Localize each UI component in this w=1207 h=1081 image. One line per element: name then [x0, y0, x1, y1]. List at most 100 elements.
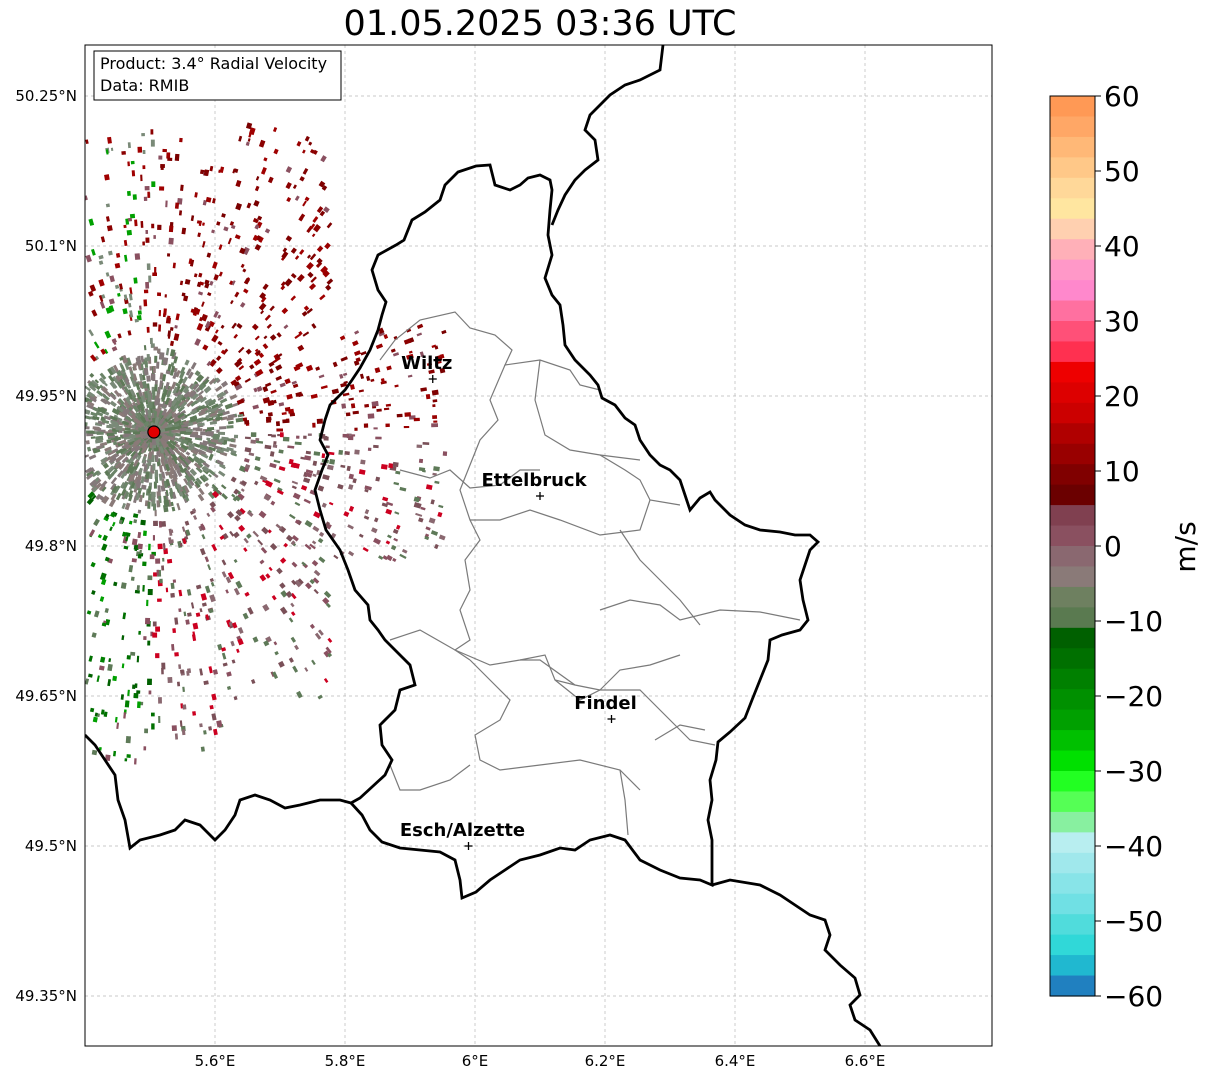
echo-pixel	[205, 614, 210, 621]
echo-pixel	[413, 502, 422, 509]
echo-pixel	[156, 397, 161, 406]
echo-pixel	[127, 474, 134, 482]
belgium-france-border	[85, 734, 352, 851]
echo-pixel	[220, 324, 225, 329]
echo-pixel	[428, 369, 435, 375]
echo-pixel	[260, 547, 268, 554]
echo-pixel	[234, 495, 241, 502]
echo-pixel	[86, 473, 94, 481]
echo-pixel	[195, 584, 202, 590]
info-data-source: Data: RMIB	[100, 76, 189, 95]
echo-pixel	[252, 404, 259, 410]
echo-pixel	[311, 233, 316, 238]
echo-pixel	[124, 377, 130, 386]
echo-pixel	[284, 278, 293, 287]
echo-pixel	[223, 226, 229, 232]
echo-pixel	[312, 525, 320, 533]
echo-pixel	[244, 277, 251, 285]
echo-pixel	[259, 559, 265, 565]
echo-pixel	[260, 310, 265, 315]
echo-pixel	[105, 149, 109, 155]
echo-pixel	[311, 323, 317, 329]
echo-pixel	[116, 381, 123, 389]
echo-pixel	[236, 322, 243, 329]
echo-pixel	[425, 526, 431, 531]
echo-pixel	[216, 448, 225, 454]
echo-pixel	[168, 237, 174, 245]
echo-pixel	[263, 494, 271, 502]
echo-pixel	[222, 410, 230, 416]
echo-pixel	[140, 174, 143, 182]
echo-pixel	[90, 379, 99, 388]
echo-pixel	[149, 554, 155, 560]
echo-pixel	[174, 652, 179, 657]
echo-pixel	[150, 129, 154, 135]
echo-pixel	[139, 415, 147, 424]
echo-pixel	[346, 465, 351, 472]
echo-pixel	[375, 476, 381, 482]
echo-pixel	[182, 420, 191, 426]
echo-pixel	[142, 561, 147, 567]
echo-pixel	[165, 471, 170, 476]
echo-pixel	[209, 577, 214, 583]
echo-pixel	[437, 511, 443, 518]
lon-tick-label: 6.2°E	[585, 1052, 626, 1070]
echo-pixel	[208, 378, 216, 385]
echo-pixel	[339, 335, 346, 341]
echo-pixel	[316, 245, 324, 253]
echo-pixel	[313, 224, 321, 233]
echo-pixel	[269, 451, 275, 457]
echo-pixel	[263, 640, 270, 647]
echo-pixel	[190, 215, 195, 222]
echo-pixel	[103, 516, 109, 522]
echo-pixel	[302, 168, 309, 175]
echo-pixel	[291, 579, 297, 586]
echo-pixel	[436, 356, 443, 362]
echo-pixel	[158, 521, 162, 528]
echo-pixel	[219, 166, 225, 174]
echo-pixel	[169, 439, 177, 446]
echo-pixel	[158, 697, 162, 704]
echo-pixel	[85, 440, 90, 445]
echo-pixel	[172, 262, 176, 269]
echo-pixel	[265, 419, 272, 423]
echo-pixel	[162, 543, 166, 551]
echo-pixel	[230, 299, 234, 305]
echo-pixel	[301, 310, 308, 317]
echo-pixel	[312, 216, 319, 223]
echo-pixel	[324, 521, 331, 527]
echo-pixel	[152, 272, 158, 277]
echo-pixel	[149, 337, 153, 345]
echo-pixel	[137, 543, 143, 550]
echo-pixel	[178, 489, 184, 497]
colorbar-segment	[1050, 586, 1095, 608]
echo-pixel	[293, 365, 301, 372]
echo-pixel	[254, 480, 259, 486]
echo-pixel	[89, 372, 95, 378]
echo-pixel	[143, 636, 147, 640]
echo-pixel	[297, 344, 305, 352]
echo-pixel	[393, 537, 399, 542]
echo-pixel	[326, 222, 333, 229]
echo-pixel	[325, 602, 331, 608]
echo-pixel	[103, 711, 108, 718]
echo-pixel	[147, 501, 151, 509]
colorbar-segment	[1050, 341, 1095, 363]
echo-pixel	[85, 678, 90, 685]
echo-pixel	[319, 210, 326, 217]
echo-pixel	[418, 517, 424, 523]
echo-pixel	[396, 413, 403, 418]
echo-pixel	[315, 366, 321, 371]
colorbar-tick-label: 20	[1104, 380, 1140, 413]
echo-pixel	[116, 405, 124, 413]
echo-pixel	[154, 469, 159, 477]
echo-pixel	[184, 520, 190, 526]
echo-pixel	[138, 373, 144, 381]
echo-pixel	[358, 389, 364, 393]
echo-pixel	[202, 344, 209, 351]
echo-pixel	[248, 127, 256, 136]
echo-pixel	[264, 314, 271, 321]
echo-pixel	[242, 417, 248, 422]
echo-pixel	[109, 381, 117, 389]
